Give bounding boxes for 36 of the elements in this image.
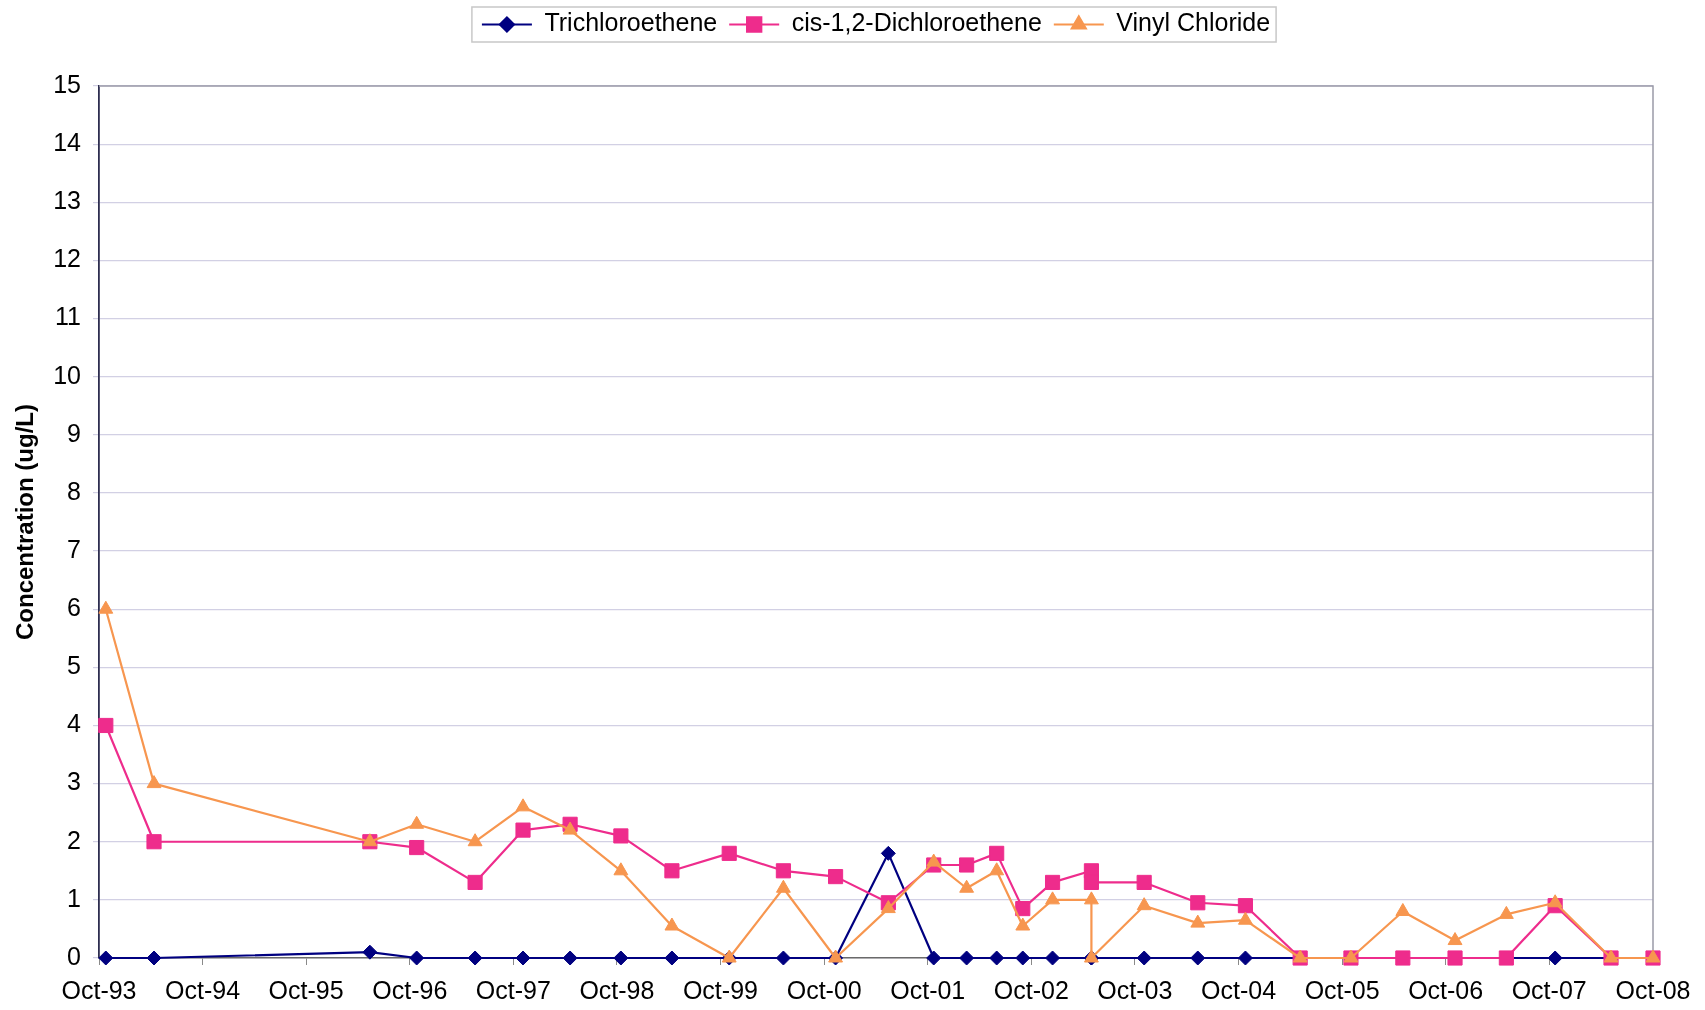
x-tick-label: Oct-98 (579, 975, 655, 1004)
x-tick-label: Oct-99 (682, 975, 758, 1004)
x-tick-label: Oct-04 (1201, 975, 1277, 1004)
x-tick-label: Oct-03 (1097, 975, 1173, 1004)
x-tick-label: Oct-94 (165, 975, 241, 1004)
x-tick-label: Oct-01 (890, 975, 966, 1004)
y-tick-label: 3 (67, 767, 81, 796)
y-tick-label: 11 (55, 302, 81, 331)
y-tick-label: 13 (53, 186, 81, 215)
y-tick-label: 10 (53, 360, 81, 389)
y-tick-label: 4 (67, 709, 82, 738)
y-tick-label: 6 (67, 593, 81, 622)
y-tick-label: 0 (67, 941, 81, 970)
y-axis-title: Concentration (ug/L) (11, 404, 39, 640)
x-tick-label: Oct-93 (61, 975, 137, 1004)
legend-label: Trichloroethene (544, 8, 718, 37)
y-tick-label: 2 (67, 825, 81, 854)
x-tick-label: Oct-08 (1615, 975, 1691, 1004)
y-tick-label: 12 (53, 244, 81, 273)
legend-label: cis-1,2-Dichloroethene (791, 8, 1042, 37)
x-tick-label: Oct-07 (1511, 975, 1587, 1004)
x-tick-label: Oct-05 (1304, 975, 1380, 1004)
x-tick-label: Oct-00 (786, 975, 862, 1004)
y-tick-label: 15 (53, 69, 81, 98)
y-tick-label: 5 (67, 651, 81, 680)
legend-label: Vinyl Chloride (1116, 8, 1271, 37)
y-tick-label: 8 (67, 476, 81, 505)
x-tick-label: Oct-02 (993, 975, 1069, 1004)
y-tick-label: 1 (67, 883, 81, 912)
y-tick-label: 7 (67, 534, 81, 563)
x-tick-label: Oct-95 (268, 975, 344, 1004)
y-tick-label: 9 (67, 418, 81, 447)
y-tick-label: 14 (53, 128, 82, 157)
x-tick-label: Oct-06 (1408, 975, 1484, 1004)
x-tick-label: Oct-97 (475, 975, 551, 1004)
x-tick-label: Oct-96 (372, 975, 448, 1004)
